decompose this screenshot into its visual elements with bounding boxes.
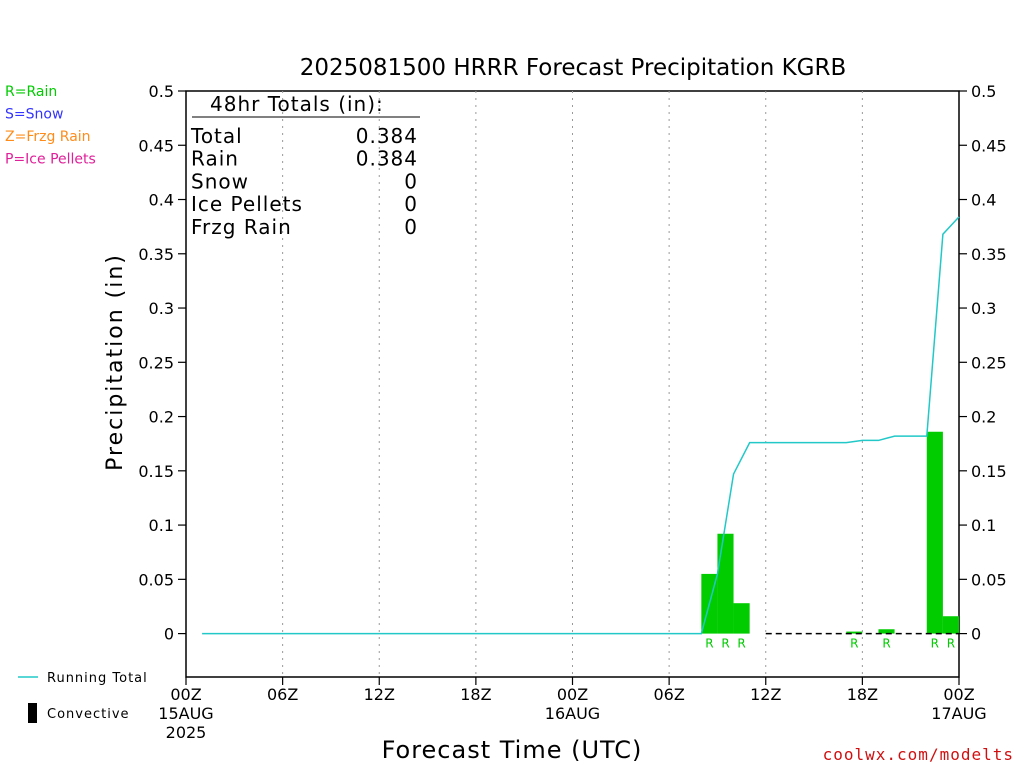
precip-type-mark: R xyxy=(947,637,955,651)
credit-text: coolwx.com/modelts xyxy=(823,745,1014,764)
y-tick-label: 0.5 xyxy=(149,82,174,101)
y-tick-label: 0.05 xyxy=(971,570,1007,589)
convective-legend-swatch xyxy=(28,703,37,723)
y-tick-label: 0.3 xyxy=(971,299,996,318)
precip-type-mark: R xyxy=(882,637,890,651)
totals-row-label: Ice Pellets xyxy=(191,192,303,216)
y-tick-label: 0 xyxy=(164,625,174,644)
precip-legend-item: P=Ice Pellets xyxy=(5,152,96,168)
precip-type-mark: R xyxy=(931,637,939,651)
totals-row-value: 0 xyxy=(404,169,418,193)
precip-bar xyxy=(878,629,895,634)
x-tick-label: 18Z xyxy=(847,685,878,704)
running-total-line xyxy=(202,216,960,635)
precip-bar xyxy=(926,431,943,634)
x-tick-label: 06Z xyxy=(653,685,684,704)
vertical-gridlines xyxy=(282,91,863,677)
y-tick-label: 0.45 xyxy=(971,136,1007,155)
x-tick-label: 12Z xyxy=(364,685,395,704)
y-tick-label: 0.35 xyxy=(971,245,1007,264)
x-tick-label: 2025 xyxy=(166,723,207,742)
series-legend: Running Total Convective xyxy=(18,671,148,723)
precip-legend-item: Z=Frzg Rain xyxy=(5,129,91,145)
y-tick-label: 0.4 xyxy=(149,191,174,210)
y-tick-label: 0.35 xyxy=(138,245,174,264)
y-tick-label: 0.2 xyxy=(149,408,174,427)
totals-row-value: 0.384 xyxy=(356,124,418,148)
y-axis-label: Precipitation (in) xyxy=(103,253,128,471)
y-axis-left: 0 0.05 0.1 0.15 0.2 0.25 0.3 0.35 0.4 0.45 0.5 xyxy=(138,82,186,644)
precip-type-mark: R xyxy=(737,637,745,651)
y-tick-label: 0.25 xyxy=(971,353,1007,372)
running-total-legend-label: Running Total xyxy=(47,671,148,686)
totals-row-value: 0.384 xyxy=(356,147,418,171)
totals-row-label: Rain xyxy=(191,147,239,171)
totals-row-label: Total xyxy=(190,124,243,148)
precip-type-mark: R xyxy=(850,637,858,651)
chart-title: 2025081500 HRRR Forecast Precipitation K… xyxy=(300,55,847,81)
convective-legend-label: Convective xyxy=(47,707,130,722)
y-tick-label: 0.15 xyxy=(971,462,1007,481)
y-tick-label: 0.5 xyxy=(971,82,996,101)
precip-type-mark: R xyxy=(705,637,713,651)
y-tick-label: 0.2 xyxy=(971,408,996,427)
x-axis-label: Forecast Time (UTC) xyxy=(382,736,643,764)
x-tick-label: 12Z xyxy=(750,685,781,704)
x-tick-label: 06Z xyxy=(267,685,298,704)
x-tick-label: 16AUG xyxy=(545,704,600,723)
x-tick-label: 15AUG xyxy=(158,704,213,723)
precip-bar xyxy=(846,631,863,634)
totals-row-value: 0 xyxy=(404,215,418,239)
precip-bar xyxy=(717,533,734,634)
precip-bar xyxy=(733,603,750,634)
precip-legend-item: R=Rain xyxy=(5,84,57,100)
precip-bar xyxy=(942,616,959,634)
totals-row-label: Snow xyxy=(191,169,249,193)
y-tick-label: 0.45 xyxy=(138,136,174,155)
x-tick-label: 00Z xyxy=(943,685,974,704)
totals-box: 48hr Totals (in): Total 0.384 Rain 0.384 Sno… xyxy=(190,92,420,239)
y-tick-label: 0.25 xyxy=(138,353,174,372)
precip-type-mark: R xyxy=(721,637,729,651)
y-tick-label: 0.3 xyxy=(149,299,174,318)
y-tick-label: 0 xyxy=(971,625,981,644)
x-tick-label: 00Z xyxy=(170,685,201,704)
totals-rows: Total 0.384 Rain 0.384 Snow 0 Ice Pellets 0 Frzg… xyxy=(190,124,418,239)
y-tick-label: 0.1 xyxy=(149,516,174,535)
y-axis-right: 0 0.05 0.1 0.15 0.2 0.25 0.3 0.35 0.4 0.45 0.5 xyxy=(959,82,1007,644)
precip-legend-item: S=Snow xyxy=(5,107,63,123)
totals-row-value: 0 xyxy=(404,192,418,216)
y-tick-label: 0.05 xyxy=(138,570,174,589)
x-tick-label: 00Z xyxy=(557,685,588,704)
totals-row-label: Frzg Rain xyxy=(191,215,292,239)
totals-header: 48hr Totals (in): xyxy=(210,92,384,116)
y-tick-label: 0.1 xyxy=(971,516,996,535)
x-tick-label: 18Z xyxy=(460,685,491,704)
precip-type-legend: R=Rain S=Snow Z=Frzg Rain P=Ice Pellets xyxy=(5,84,96,168)
y-tick-label: 0.15 xyxy=(138,462,174,481)
y-tick-label: 0.4 xyxy=(971,191,996,210)
x-tick-label: 17AUG xyxy=(931,704,986,723)
